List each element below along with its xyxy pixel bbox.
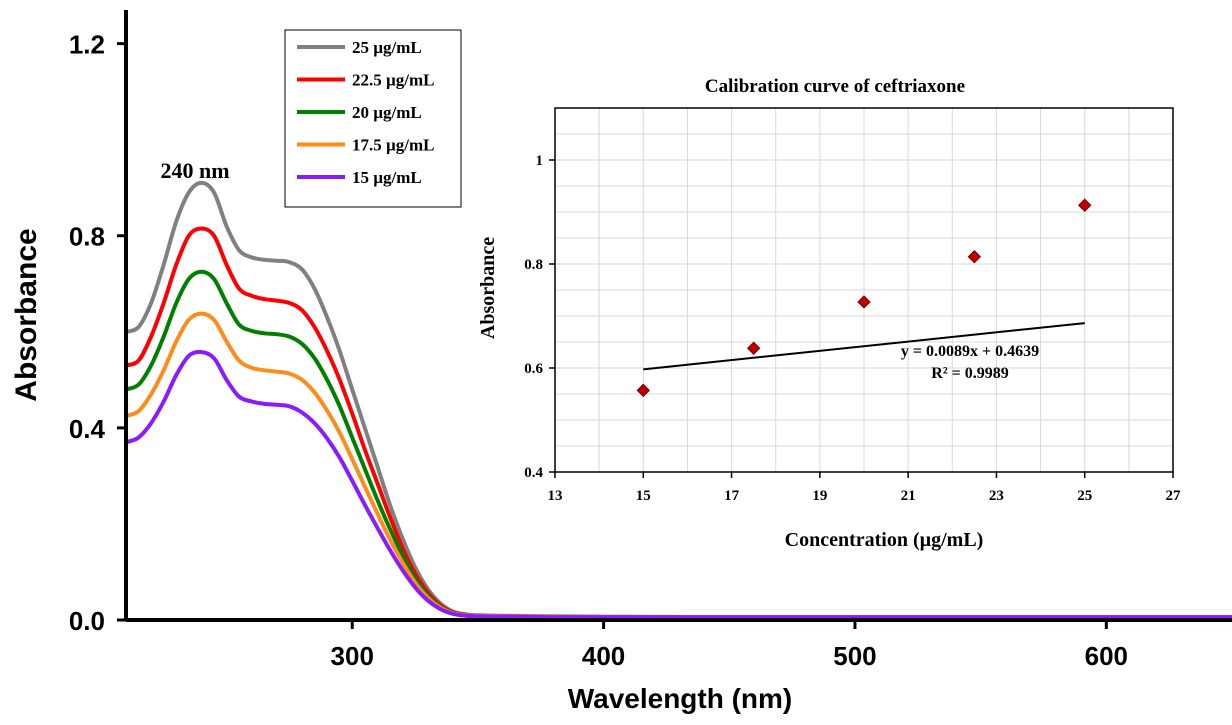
main-ticks-group: 300 400 500 600 0.0 0.4 0.8 1.2 bbox=[69, 30, 1128, 671]
inset-y-tick-label: 1 bbox=[536, 153, 544, 169]
inset-x-tick-label: 25 bbox=[1077, 488, 1092, 504]
inset-equation: y = 0.0089x + 0.4639 bbox=[901, 343, 1039, 360]
legend: 25 µg/mL 22.5 µg/mL 20 µg/mL 17.5 µg/mL 15 µ… bbox=[284, 29, 462, 208]
inset-chart: Calibration curve of ceftriaxone 13 15 17 1… bbox=[474, 62, 1204, 567]
main-x-axis-label: Wavelength (nm) bbox=[568, 683, 793, 714]
inset-title: Calibration curve of ceftriaxone bbox=[705, 76, 965, 97]
inset-x-tick-label: 15 bbox=[636, 488, 651, 504]
inset-x-tick-label: 23 bbox=[989, 488, 1004, 504]
legend-items-group: 25 µg/mL 22.5 µg/mL 20 µg/mL 17.5 µg/mL 15 µ… bbox=[297, 38, 435, 187]
inset-plot-frame bbox=[554, 107, 1174, 473]
main-x-tick-label: 300 bbox=[331, 641, 374, 671]
legend-label-2: 20 µg/mL bbox=[352, 103, 422, 122]
inset-ticks-group: 13 15 17 19 21 23 25 27 0.4 0.6 0.8 1 bbox=[524, 153, 1181, 504]
inset-r-squared: R² = 0.9989 bbox=[931, 365, 1008, 382]
inset-data-point bbox=[857, 295, 871, 309]
inset-y-tick-label: 0.4 bbox=[524, 465, 543, 481]
series-line-4 bbox=[125, 349, 1232, 620]
inset-y-axis-label: Absorbance bbox=[477, 237, 499, 339]
main-x-tick-label: 500 bbox=[833, 641, 876, 671]
main-y-tick-label: 1.2 bbox=[69, 30, 105, 60]
peak-annotation: 240 nm bbox=[160, 158, 229, 183]
inset-x-tick-label: 19 bbox=[812, 488, 827, 504]
inset-data-point bbox=[746, 341, 761, 355]
main-y-tick-label: 0.8 bbox=[69, 222, 105, 252]
main-y-tick-label: 0.4 bbox=[69, 414, 106, 444]
inset-background bbox=[474, 62, 1204, 567]
inset-data-point bbox=[967, 250, 982, 264]
inset-y-tick-label: 0.6 bbox=[524, 361, 543, 377]
main-x-tick-label: 600 bbox=[1085, 641, 1128, 671]
main-x-tick-label: 400 bbox=[582, 641, 625, 671]
inset-x-axis-label: Concentration (µg/mL) bbox=[785, 529, 984, 551]
legend-label-4: 15 µg/mL bbox=[352, 168, 422, 187]
inset-data-point bbox=[1078, 198, 1092, 212]
inset-x-tick-label: 27 bbox=[1166, 488, 1182, 504]
main-y-axis-label: Absorbance bbox=[10, 228, 43, 401]
inset-x-tick-label: 17 bbox=[724, 488, 740, 504]
inset-x-tick-label: 21 bbox=[901, 488, 916, 504]
legend-label-1: 22.5 µg/mL bbox=[352, 71, 435, 90]
inset-data-point bbox=[636, 383, 650, 398]
legend-label-0: 25 µg/mL bbox=[352, 38, 422, 57]
inset-marks-group bbox=[636, 198, 1092, 398]
main-series-group bbox=[125, 180, 1232, 620]
inset-x-tick-label: 13 bbox=[548, 488, 563, 504]
inset-y-tick-label: 0.8 bbox=[524, 257, 543, 273]
main-chart: 300 400 500 600 0.0 0.4 0.8 1.2 Absorbance Wave… bbox=[10, 10, 1232, 714]
legend-label-3: 17.5 µg/mL bbox=[352, 136, 435, 155]
main-y-tick-label: 0.0 bbox=[69, 606, 105, 636]
inset-trendline bbox=[643, 322, 1085, 371]
